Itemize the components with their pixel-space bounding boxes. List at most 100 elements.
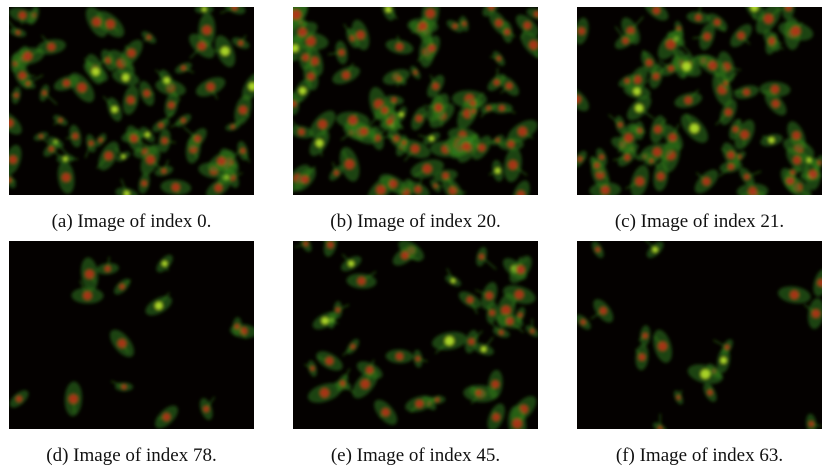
microscopy-image: [577, 7, 822, 195]
nucleus: [432, 83, 439, 90]
nucleus: [624, 133, 633, 142]
nucleus: [471, 109, 475, 113]
nucleus: [495, 168, 501, 174]
nucleus: [16, 30, 21, 35]
nucleus: [155, 302, 163, 310]
nucleus: [360, 379, 370, 389]
nucleus: [449, 186, 457, 194]
figure-page: {"figures": [ {"caption": "(a) Image of …: [0, 0, 823, 470]
nucleus: [732, 126, 738, 132]
nucleus: [601, 186, 610, 195]
nucleus: [197, 42, 206, 51]
nucleus: [415, 115, 422, 122]
nucleus: [92, 68, 100, 76]
nucleus: [529, 40, 538, 49]
nucleus: [684, 96, 692, 104]
nucleus: [445, 336, 455, 346]
nucleus: [162, 261, 168, 267]
nucleus: [389, 180, 397, 188]
nucleus: [489, 310, 495, 316]
nucleus: [703, 33, 711, 41]
nucleus: [321, 317, 328, 324]
nucleus: [302, 54, 309, 61]
nucleus: [121, 154, 125, 158]
nucleus: [240, 148, 245, 153]
nucleus: [724, 81, 728, 85]
nucleus: [238, 40, 243, 45]
nucleus: [23, 52, 32, 61]
nucleus: [415, 400, 423, 408]
nucleus: [161, 137, 168, 144]
nucleus: [426, 9, 436, 19]
nucleus: [516, 265, 525, 274]
nucleus: [508, 160, 518, 170]
nucleus: [812, 309, 821, 318]
cells: [295, 241, 538, 429]
nucleus: [299, 87, 307, 95]
subfigure: (f) Image of index 63.: [577, 241, 822, 429]
nucleus: [119, 284, 125, 290]
nucleus: [63, 156, 68, 161]
subfigure: (a) Image of index 0.: [9, 7, 254, 195]
microscopy-image: [293, 241, 538, 429]
nucleus: [220, 47, 229, 56]
nucleus: [737, 32, 745, 40]
nucleus: [451, 278, 456, 283]
nucleus: [231, 125, 235, 129]
nucleus: [523, 22, 531, 30]
nucleus: [791, 26, 801, 36]
nucleus: [298, 28, 307, 37]
nucleus: [530, 329, 534, 333]
cells: [9, 7, 254, 195]
nucleus: [47, 43, 55, 51]
nucleus: [168, 102, 175, 109]
nucleus: [318, 120, 327, 129]
nucleus: [315, 139, 323, 147]
nucleus: [63, 79, 70, 86]
nucleus: [466, 296, 473, 303]
nucleus: [702, 177, 710, 185]
nucleus: [414, 186, 421, 193]
nucleus: [411, 144, 420, 153]
nucleus: [714, 19, 721, 26]
nucleus: [310, 366, 315, 371]
nucleus: [727, 151, 735, 159]
nucleus: [345, 159, 355, 169]
nucleus: [325, 357, 333, 365]
nucleus: [127, 96, 135, 104]
nucleus: [117, 339, 126, 348]
nucleus: [668, 65, 674, 71]
nucleus: [415, 356, 420, 361]
subfigure: (e) Image of index 45.: [293, 241, 538, 429]
nucleus: [202, 25, 212, 35]
nucleus: [676, 395, 680, 399]
nucleus: [340, 380, 345, 385]
nucleus: [468, 338, 475, 345]
nucleus: [512, 419, 522, 429]
nucleus: [338, 49, 345, 56]
nucleus: [26, 81, 30, 85]
nucleus: [518, 313, 523, 318]
nucleus: [147, 35, 152, 40]
microscopy-image: [293, 7, 538, 195]
nucleus: [396, 353, 404, 361]
nucleus: [429, 136, 434, 141]
nucleus: [807, 158, 812, 163]
nucleus: [492, 413, 500, 421]
nucleus: [361, 128, 368, 135]
nucleus: [141, 180, 147, 186]
nucleus: [130, 135, 138, 143]
nucleus: [764, 14, 774, 24]
nucleus: [428, 44, 435, 51]
nucleus: [335, 307, 340, 312]
nucleus: [638, 354, 645, 361]
nucleus: [357, 277, 365, 285]
nucleus: [669, 133, 677, 141]
nucleus: [122, 74, 130, 82]
nucleus: [214, 184, 222, 192]
nucleus: [301, 175, 309, 183]
nucleus: [387, 119, 393, 125]
nucleus: [682, 62, 691, 71]
nucleus: [9, 155, 17, 164]
nucleus: [127, 49, 136, 58]
